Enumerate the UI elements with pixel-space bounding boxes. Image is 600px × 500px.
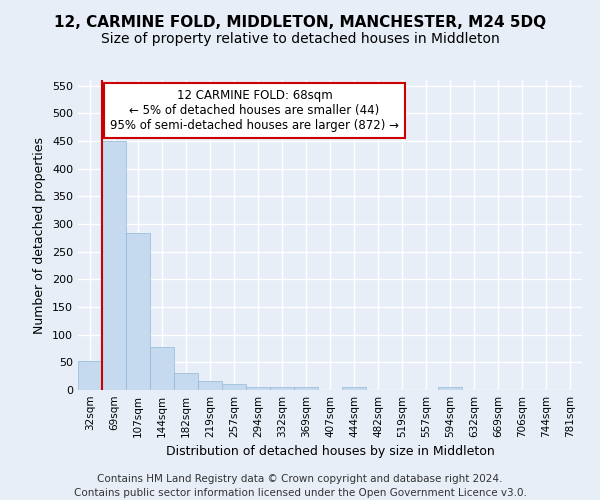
Bar (126, 234, 150, 390)
Text: Size of property relative to detached houses in Middleton: Size of property relative to detached ho… (101, 32, 499, 46)
Bar (342, 387, 366, 390)
Bar (198, 381, 222, 390)
Y-axis label: Number of detached properties: Number of detached properties (34, 136, 46, 334)
Bar (246, 387, 270, 390)
Text: Contains HM Land Registry data © Crown copyright and database right 2024.
Contai: Contains HM Land Registry data © Crown c… (74, 474, 526, 498)
Text: 12 CARMINE FOLD: 68sqm
← 5% of detached houses are smaller (44)
95% of semi-deta: 12 CARMINE FOLD: 68sqm ← 5% of detached … (110, 90, 399, 132)
Bar (150, 347, 174, 390)
Text: 12, CARMINE FOLD, MIDDLETON, MANCHESTER, M24 5DQ: 12, CARMINE FOLD, MIDDLETON, MANCHESTER,… (54, 15, 546, 30)
Bar (174, 374, 198, 390)
X-axis label: Distribution of detached houses by size in Middleton: Distribution of detached houses by size … (166, 446, 494, 458)
Bar (222, 384, 246, 390)
Bar (78, 360, 102, 390)
Bar (102, 141, 126, 390)
Bar (270, 387, 294, 390)
Bar (294, 386, 318, 390)
Bar (438, 387, 462, 390)
